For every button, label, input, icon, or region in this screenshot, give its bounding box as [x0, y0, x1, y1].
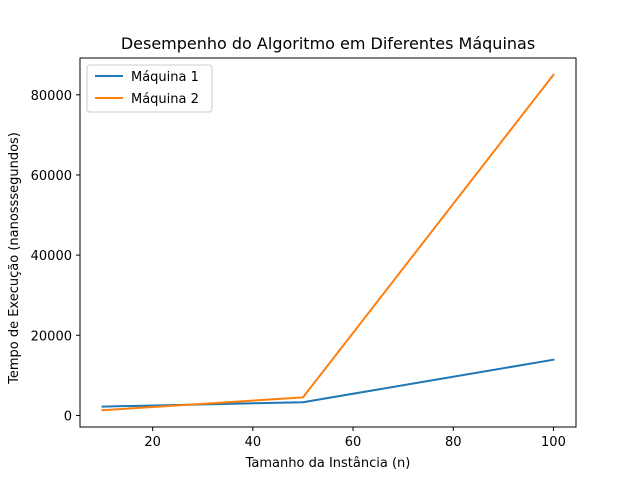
y-axis-label: Tempo de Execução (nanosssegundos)	[7, 132, 22, 385]
x-tick-label: 40	[245, 435, 262, 450]
legend: Máquina 1 Máquina 2	[86, 64, 213, 113]
x-tick-label: 80	[445, 435, 462, 450]
y-tick-label: 40000	[31, 249, 72, 264]
x-axis-label: Tamanho da Instância (n)	[245, 456, 411, 471]
legend-label-1: Máquina 1	[131, 70, 199, 85]
chart-title: Desempenho do Algoritmo em Diferentes Má…	[121, 34, 535, 53]
x-tick-label: 60	[345, 435, 362, 450]
plot-area: 20 40 60 80 100 0 20000 40000 60000 80000	[31, 57, 577, 450]
x-tick-label: 20	[144, 435, 161, 450]
y-tick-label: 80000	[31, 89, 72, 104]
y-tick-label: 0	[64, 409, 72, 424]
series-line-2	[101, 73, 555, 412]
y-tick-label: 20000	[31, 329, 72, 344]
x-tick-label: 100	[541, 435, 566, 450]
axes-frame	[79, 57, 577, 428]
legend-label-2: Máquina 2	[131, 92, 199, 107]
y-tick-label: 60000	[31, 169, 72, 184]
